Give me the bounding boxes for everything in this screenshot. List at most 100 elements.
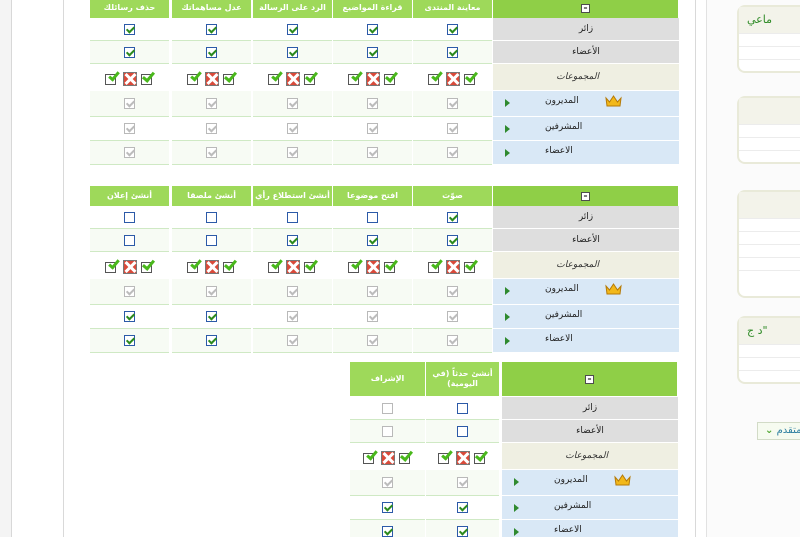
- mixed-check-icon[interactable]: [186, 256, 202, 273]
- deny-all-icon[interactable]: [445, 71, 461, 86]
- permission-cell: [333, 329, 412, 353]
- permission-checkbox[interactable]: [457, 402, 468, 414]
- mixed-check-icon[interactable]: [267, 68, 283, 85]
- permission-row: المديرون: [0, 91, 700, 117]
- column-header: صوّت: [413, 186, 493, 206]
- permission-cell: [253, 206, 332, 229]
- permission-checkbox[interactable]: [206, 23, 217, 35]
- row-label-text: زائر: [582, 403, 598, 413]
- collapse-toggle[interactable]: –: [502, 362, 678, 396]
- permission-checkbox[interactable]: [287, 46, 298, 58]
- deny-all-icon[interactable]: [380, 450, 396, 465]
- advanced-button[interactable]: ⌄ متقدم: [757, 422, 800, 440]
- permission-checkbox[interactable]: [382, 526, 393, 537]
- permission-checkbox[interactable]: [382, 502, 393, 513]
- permission-checkbox[interactable]: [457, 425, 468, 437]
- deny-all-icon[interactable]: [204, 259, 220, 274]
- expand-arrow-icon[interactable]: [514, 528, 519, 536]
- permission-checkbox[interactable]: [124, 335, 135, 346]
- expandable-row-label[interactable]: المشرفين: [493, 305, 679, 329]
- permission-checkbox[interactable]: [447, 46, 458, 58]
- column-header: الإشراف: [350, 362, 426, 396]
- allow-all-icon[interactable]: [140, 256, 156, 273]
- permission-checkbox[interactable]: [206, 335, 217, 346]
- expand-arrow-icon[interactable]: [514, 504, 519, 512]
- mixed-check-icon[interactable]: [437, 447, 453, 464]
- expand-arrow-icon[interactable]: [514, 478, 519, 486]
- deny-all-icon[interactable]: [365, 259, 381, 274]
- deny-all-icon[interactable]: [445, 259, 461, 274]
- permission-checkbox[interactable]: [287, 23, 298, 35]
- permission-cell: [413, 229, 492, 252]
- allow-all-icon[interactable]: [222, 256, 238, 273]
- allow-all-icon[interactable]: [463, 68, 479, 85]
- deny-all-icon[interactable]: [285, 259, 301, 274]
- allow-all-icon[interactable]: [140, 68, 156, 85]
- expandable-row-label[interactable]: الاعضاء: [493, 141, 679, 165]
- allow-all-icon[interactable]: [383, 68, 399, 85]
- expandable-row-label[interactable]: الاعضاء: [493, 329, 679, 353]
- mixed-check-icon[interactable]: [347, 68, 363, 85]
- expandable-row-label[interactable]: المديرون: [493, 91, 679, 117]
- permission-checkbox[interactable]: [457, 502, 468, 513]
- permission-checkbox[interactable]: [367, 234, 378, 246]
- mixed-check-icon[interactable]: [362, 447, 378, 464]
- deny-all-icon[interactable]: [122, 71, 138, 86]
- expandable-row-label[interactable]: المشرفين: [502, 496, 678, 520]
- permission-cell: [90, 329, 169, 353]
- permission-checkbox[interactable]: [367, 211, 378, 223]
- bulk-toggle-group: [427, 68, 479, 86]
- permission-checkbox[interactable]: [124, 311, 135, 322]
- mixed-check-icon[interactable]: [267, 256, 283, 273]
- permission-checkbox[interactable]: [447, 234, 458, 246]
- mixed-check-icon[interactable]: [427, 256, 443, 273]
- allow-all-icon[interactable]: [303, 256, 319, 273]
- permission-cell: [413, 329, 492, 353]
- allow-all-icon[interactable]: [222, 68, 238, 85]
- permission-checkbox[interactable]: [206, 46, 217, 58]
- permission-checkbox[interactable]: [206, 234, 217, 246]
- permission-checkbox[interactable]: [287, 234, 298, 246]
- permission-checkbox[interactable]: [206, 211, 217, 223]
- permission-checkbox[interactable]: [287, 211, 298, 223]
- permission-checkbox[interactable]: [367, 46, 378, 58]
- permission-checkbox[interactable]: [124, 46, 135, 58]
- deny-all-icon[interactable]: [365, 71, 381, 86]
- bulk-toggle-group: [186, 68, 238, 86]
- permission-checkbox[interactable]: [124, 211, 135, 223]
- mixed-check-icon[interactable]: [104, 68, 120, 85]
- row-label-text: المجموعات: [556, 72, 599, 82]
- permission-checkbox[interactable]: [124, 234, 135, 246]
- permission-checkbox[interactable]: [447, 211, 458, 223]
- deny-all-icon[interactable]: [204, 71, 220, 86]
- deny-all-icon[interactable]: [285, 71, 301, 86]
- mixed-check-icon[interactable]: [104, 256, 120, 273]
- deny-all-icon[interactable]: [455, 450, 471, 465]
- allow-all-icon[interactable]: [463, 256, 479, 273]
- mixed-check-icon[interactable]: [347, 256, 363, 273]
- mixed-check-icon[interactable]: [427, 68, 443, 85]
- expand-arrow-icon[interactable]: [505, 313, 510, 321]
- expand-arrow-icon[interactable]: [505, 337, 510, 345]
- permission-checkbox[interactable]: [206, 311, 217, 322]
- permission-checkbox[interactable]: [367, 23, 378, 35]
- expandable-row-label[interactable]: المشرفين: [493, 117, 679, 141]
- allow-all-icon[interactable]: [473, 447, 489, 464]
- expandable-row-label[interactable]: المديرون: [493, 279, 679, 305]
- collapse-toggle[interactable]: –: [493, 0, 679, 18]
- expand-arrow-icon[interactable]: [505, 125, 510, 133]
- expand-arrow-icon[interactable]: [505, 149, 510, 157]
- permission-checkbox[interactable]: [457, 526, 468, 537]
- expand-arrow-icon[interactable]: [505, 99, 510, 107]
- expandable-row-label[interactable]: الاعضاء: [502, 520, 678, 537]
- expandable-row-label[interactable]: المديرون: [502, 470, 678, 496]
- allow-all-icon[interactable]: [383, 256, 399, 273]
- allow-all-icon[interactable]: [398, 447, 414, 464]
- permission-checkbox[interactable]: [447, 23, 458, 35]
- expand-arrow-icon[interactable]: [505, 287, 510, 295]
- mixed-check-icon[interactable]: [186, 68, 202, 85]
- permission-checkbox[interactable]: [124, 23, 135, 35]
- deny-all-icon[interactable]: [122, 259, 138, 274]
- collapse-toggle[interactable]: –: [493, 186, 679, 206]
- allow-all-icon[interactable]: [303, 68, 319, 85]
